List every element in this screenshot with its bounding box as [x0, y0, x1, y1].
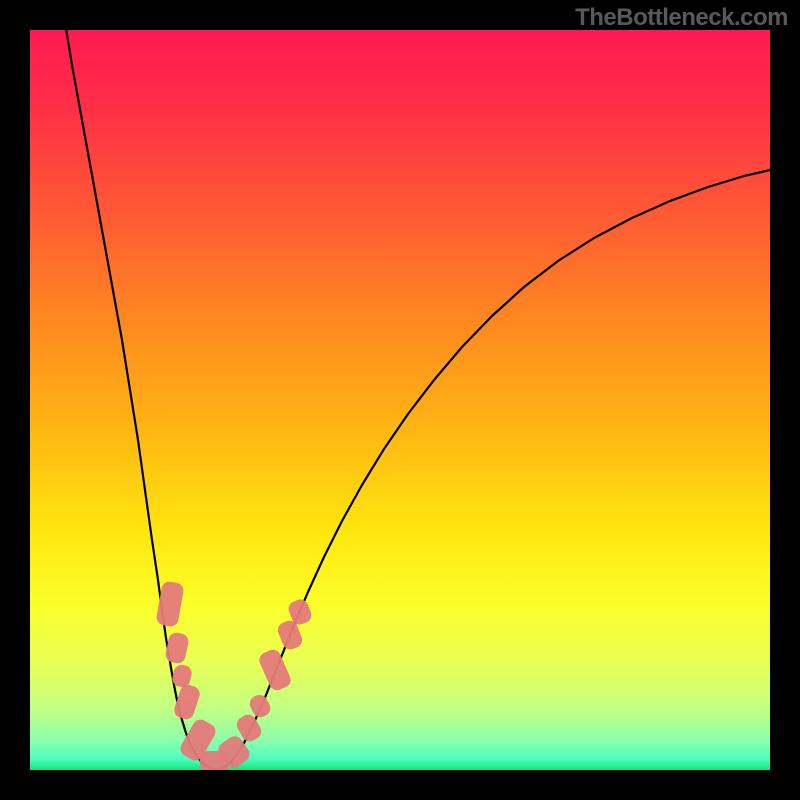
watermark-text: TheBottleneck.com [575, 4, 788, 32]
plot-background [30, 30, 770, 770]
chart-frame: TheBottleneck.com [0, 0, 800, 800]
bottleneck-curve-chart [0, 0, 800, 800]
